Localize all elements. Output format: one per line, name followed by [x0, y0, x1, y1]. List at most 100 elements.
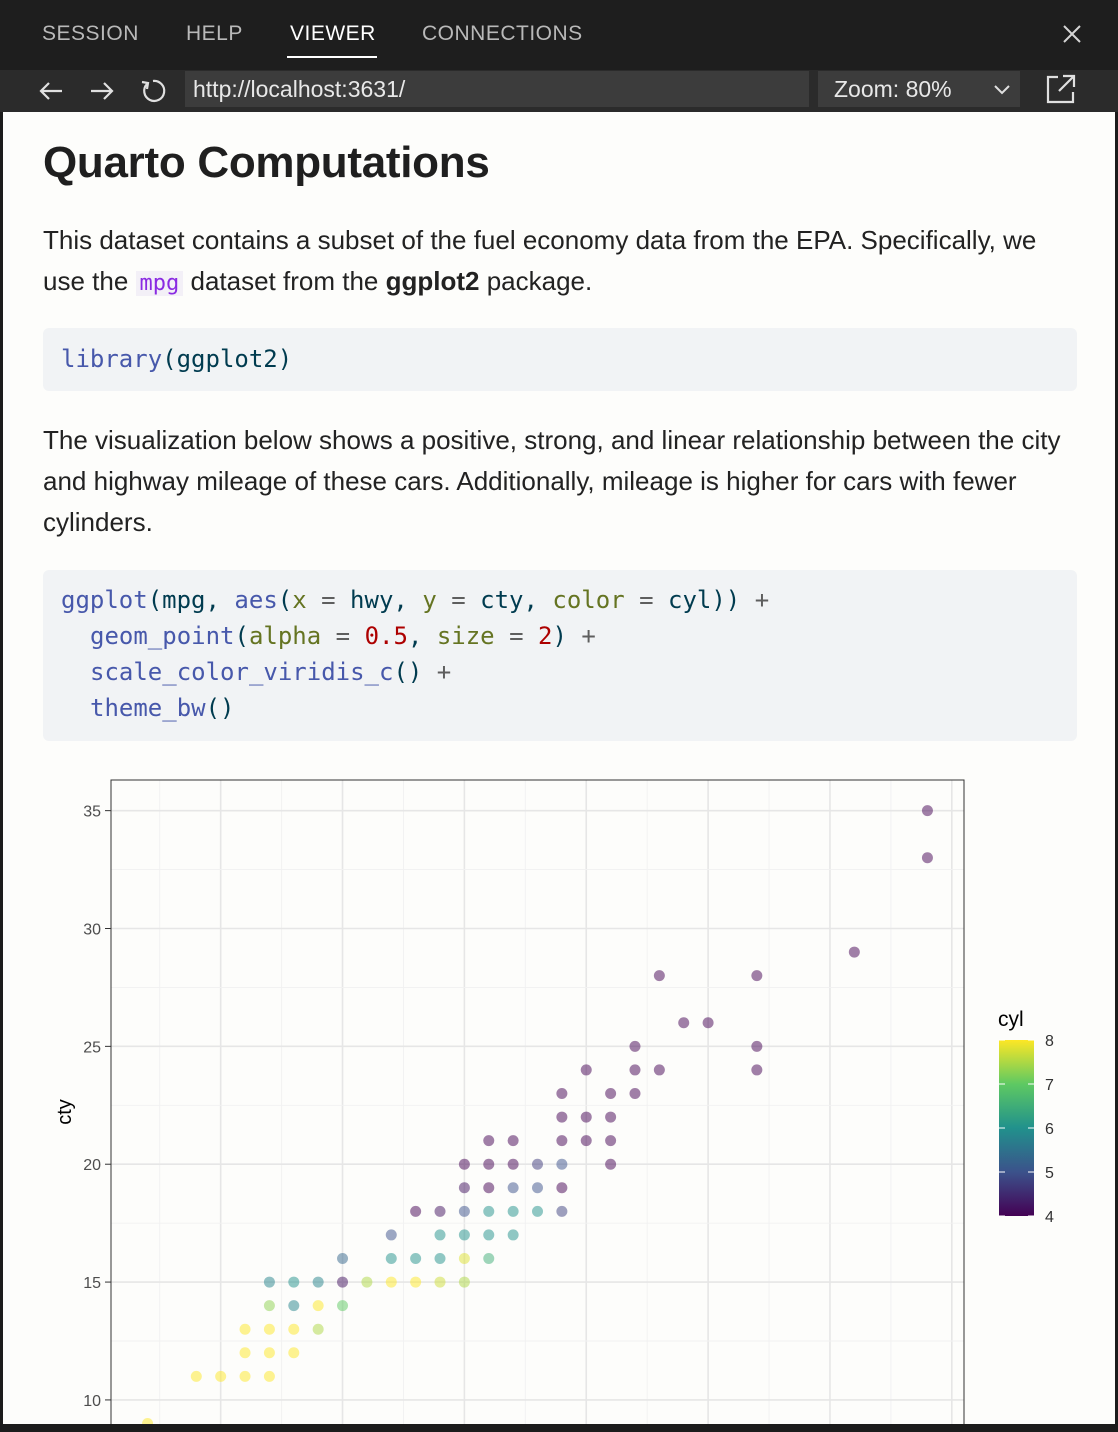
intro-text-a: This dataset contains a subset of the fu… — [43, 225, 1037, 296]
code-val-hwy: hwy — [350, 586, 394, 614]
y-tick-label: 15 — [83, 1275, 101, 1292]
data-point — [751, 1064, 763, 1076]
code-eq: = — [321, 622, 365, 650]
code-paren: ( — [234, 622, 249, 650]
data-point — [921, 852, 933, 864]
forward-arrow-icon[interactable] — [87, 76, 117, 106]
back-arrow-icon[interactable] — [36, 76, 66, 106]
data-point — [483, 1182, 495, 1194]
intro-paragraph: This dataset contains a subset of the fu… — [43, 220, 1083, 304]
data-point — [483, 1205, 495, 1217]
data-point — [556, 1158, 568, 1170]
code-block-ggplot: ggplot(mpg, aes(x = hwy, y = cty, color … — [43, 570, 1077, 741]
intro-text-b: dataset from the — [183, 266, 386, 296]
url-input[interactable]: http://localhost:3631/ — [185, 71, 809, 107]
code-fn-scale-color-viridis: scale_color_viridis_c — [90, 658, 394, 686]
data-point — [190, 1370, 202, 1382]
data-point — [507, 1229, 519, 1241]
data-point — [483, 1253, 495, 1264]
code-line-1: ggplot(mpg, aes(x = hwy, y = cty, color … — [61, 582, 1077, 618]
data-point — [385, 1229, 397, 1241]
code-paren: ( — [162, 345, 177, 373]
data-point — [605, 1135, 617, 1147]
y-tick-label: 35 — [83, 804, 101, 821]
legend-ticks: 4 5 6 7 8 — [999, 1033, 1054, 1226]
tab-session[interactable]: SESSION — [42, 22, 139, 45]
data-point — [337, 1300, 349, 1312]
data-point — [556, 1135, 568, 1147]
data-point — [556, 1205, 568, 1217]
data-point — [361, 1276, 373, 1288]
legend-tick-label: 7 — [1045, 1077, 1054, 1094]
code-fn-aes: aes — [234, 586, 278, 614]
code-eq: = — [306, 586, 351, 614]
scatter-plot: 10 15 20 25 30 35 cty cyl 4 5 6 7 8 — [54, 779, 1054, 1424]
data-point — [239, 1347, 251, 1359]
zoom-label: Zoom: 80% — [834, 76, 952, 102]
active-tab-indicator — [287, 56, 377, 58]
code-comma: , — [393, 586, 423, 614]
data-point — [385, 1276, 397, 1288]
data-point — [532, 1182, 543, 1194]
legend-tick-label: 4 — [1045, 1209, 1054, 1226]
data-point — [337, 1276, 349, 1288]
data-point — [312, 1323, 324, 1335]
code-comma: , — [407, 622, 437, 650]
data-point — [605, 1158, 617, 1170]
data-point — [751, 970, 763, 982]
data-point — [434, 1276, 446, 1288]
legend-tick-label: 6 — [1045, 1121, 1054, 1138]
code-eq: = — [494, 622, 538, 650]
data-point — [580, 1111, 592, 1123]
intro-text-c: package. — [479, 266, 593, 296]
data-point — [507, 1158, 519, 1170]
code-comma: , — [205, 586, 235, 614]
data-point — [312, 1276, 324, 1288]
data-point — [580, 1135, 592, 1147]
data-point — [532, 1158, 543, 1170]
data-points — [142, 805, 933, 1424]
code-fn-theme-bw: theme_bw — [90, 694, 206, 722]
code-val-cty: cty — [480, 586, 524, 614]
code-eq: = — [624, 586, 668, 614]
data-point — [458, 1205, 470, 1217]
close-icon[interactable] — [1060, 22, 1084, 46]
code-arg-color: color — [552, 586, 625, 614]
code-line-4: theme_bw() — [61, 690, 1077, 726]
data-point — [410, 1253, 422, 1264]
legend-tick-label: 8 — [1045, 1033, 1054, 1050]
data-point — [507, 1135, 519, 1147]
data-point — [458, 1276, 470, 1288]
data-point — [605, 1111, 617, 1123]
tab-help[interactable]: HELP — [186, 22, 243, 45]
code-plus: + — [566, 622, 596, 650]
data-point — [239, 1370, 251, 1382]
code-num-size: 2 — [537, 622, 553, 650]
chevron-down-icon — [994, 85, 1010, 95]
code-val-cyl: cyl — [668, 586, 712, 614]
tab-viewer[interactable]: VIEWER — [290, 22, 376, 45]
refresh-icon[interactable] — [138, 76, 168, 106]
data-point — [580, 1064, 592, 1076]
code-fn-geom-point: geom_point — [90, 622, 235, 650]
code-plus: + — [740, 586, 770, 614]
code-paren: ( — [147, 586, 163, 614]
popout-icon[interactable] — [1044, 72, 1078, 106]
data-point — [653, 1064, 665, 1076]
data-point — [142, 1418, 154, 1424]
plot-panel-border — [110, 779, 965, 1424]
bottom-border — [0, 1424, 1118, 1432]
zoom-select[interactable]: Zoom: 80% — [818, 71, 1020, 107]
data-point — [629, 1040, 641, 1052]
code-paren: () — [205, 694, 235, 722]
tab-connections[interactable]: CONNECTIONS — [422, 22, 583, 45]
data-point — [751, 1040, 763, 1052]
code-plus: + — [422, 658, 452, 686]
data-point — [288, 1323, 300, 1335]
data-point — [288, 1300, 300, 1312]
data-point — [312, 1300, 324, 1312]
y-axis-label: cty — [54, 1099, 76, 1125]
legend-title: cyl — [998, 1008, 1024, 1031]
y-tick-label: 30 — [83, 922, 101, 939]
data-point — [434, 1229, 446, 1241]
